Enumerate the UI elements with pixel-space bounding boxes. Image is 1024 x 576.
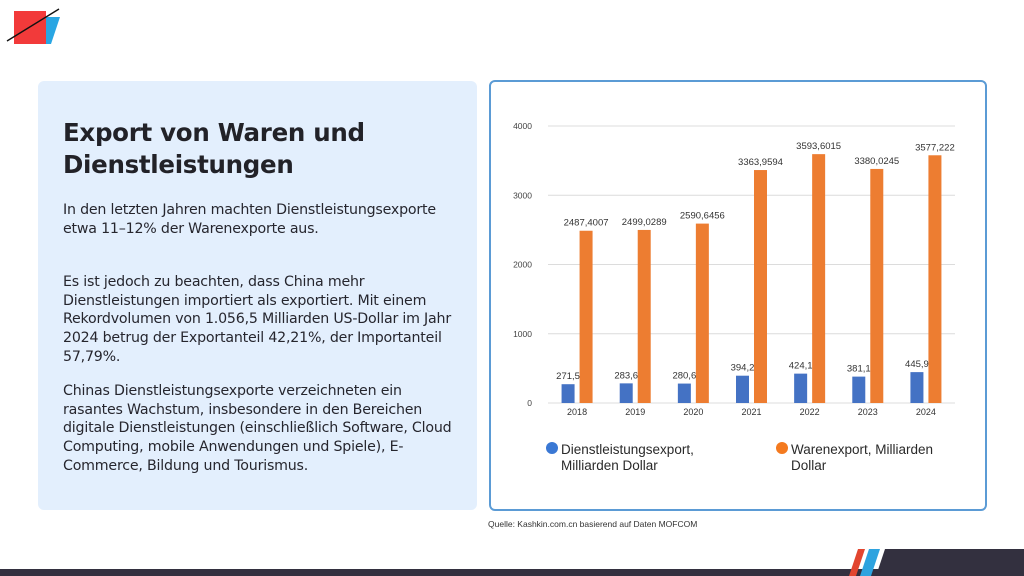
data-label-services: 381,1	[847, 364, 871, 375]
x-tick-label: 2022	[800, 407, 820, 417]
x-tick-label: 2024	[916, 407, 936, 417]
x-tick-label: 2023	[858, 407, 878, 417]
bar-goods	[695, 223, 709, 403]
data-label-goods: 2590,6456	[680, 211, 725, 222]
bar-chart: 0 1000 2000 3000 4000 271,5 2487,4007 2018 283,6…	[513, 121, 955, 473]
bar-services	[910, 372, 924, 403]
data-label-services: 424,1	[789, 361, 813, 372]
x-tick-label: 2021	[741, 407, 761, 417]
bar-goods	[637, 229, 651, 403]
y-tick-label: 2000	[513, 260, 532, 270]
x-tick-label: 2018	[567, 407, 587, 417]
slide-title: Export von Waren und Dienstleistungen	[63, 117, 463, 181]
data-label-goods: 3577,222	[915, 142, 955, 153]
bar-services	[619, 383, 633, 403]
footer-red-stripe	[849, 549, 865, 576]
legend-label-goods: Dollar	[791, 458, 827, 473]
bar-services	[852, 376, 866, 403]
data-label-services: 445,9	[905, 359, 929, 370]
y-tick-label: 4000	[513, 121, 532, 131]
paragraph-growth: Chinas Dienstleistungsexporte verzeichne…	[63, 383, 452, 474]
brand-logo	[6, 8, 60, 44]
bar-goods	[870, 168, 884, 403]
bar-services	[677, 383, 691, 403]
footer-dark-block	[876, 549, 1024, 576]
legend-label-services: Milliarden Dollar	[561, 458, 658, 473]
bar-goods	[812, 154, 826, 403]
paragraph-share: In den letzten Jahren machten Dienstleis…	[63, 202, 436, 237]
bar-services	[736, 375, 749, 403]
data-label-goods: 2487,4007	[564, 218, 609, 229]
source-note: Quelle: Kashkin.com.cn basierend auf Dat…	[488, 519, 698, 529]
footer-blue-stripe	[860, 549, 880, 576]
logo-blue-shape	[46, 17, 60, 44]
y-tick-label: 3000	[513, 190, 532, 200]
chart-card: 0 1000 2000 3000 4000 271,5 2487,4007 2018 283,6…	[489, 80, 987, 511]
y-tick-label: 1000	[513, 329, 532, 339]
bar-goods	[754, 170, 767, 403]
legend-label-goods: Warenexport, Milliarden	[791, 442, 933, 457]
data-label-goods: 2499,0289	[622, 217, 667, 228]
legend-marker-goods	[776, 442, 788, 454]
bar-goods	[579, 230, 593, 403]
data-label-services: 271,5	[556, 371, 580, 382]
y-tick-label: 0	[527, 398, 532, 408]
paragraph-imports: Es ist jedoch zu beachten, dass China me…	[63, 274, 451, 365]
x-tick-label: 2019	[625, 407, 645, 417]
logo-line	[6, 8, 60, 42]
title-line-2: Dienstleistungen	[63, 150, 294, 179]
text-card: Export von Waren und Dienstleistungen In…	[38, 81, 477, 510]
data-label-goods: 3380,0245	[854, 156, 899, 167]
bar-goods	[928, 155, 942, 403]
title-line-1: Export von Waren und	[63, 118, 365, 147]
x-tick-label: 2020	[683, 407, 703, 417]
data-label-services: 283,6	[614, 370, 638, 381]
data-label-services: 280,6	[672, 371, 696, 382]
data-label-services: 394,2	[731, 363, 755, 374]
footer-bar	[0, 569, 1024, 576]
data-label-goods: 3593,6015	[796, 141, 841, 152]
bar-services	[561, 384, 575, 403]
legend-marker-services	[546, 442, 558, 454]
data-label-goods: 3363,9594	[738, 157, 783, 168]
legend-label-services: Dienstleistungsexport,	[561, 442, 694, 457]
bar-services	[794, 373, 808, 403]
